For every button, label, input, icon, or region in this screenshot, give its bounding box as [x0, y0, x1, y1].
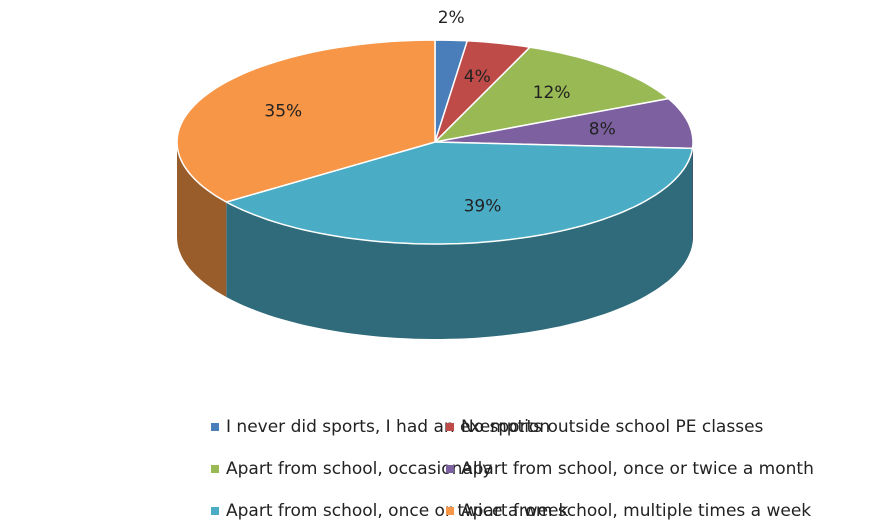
- legend-label: Apart from school, occasionally: [226, 459, 492, 479]
- data-label: 35%: [264, 101, 302, 121]
- legend-swatch: [211, 465, 219, 473]
- legend-label: Apart from school, once or twice a week: [226, 501, 568, 521]
- data-label: 4%: [464, 67, 491, 87]
- legend-label: Apart from school, once or twice a month: [461, 459, 814, 479]
- legend-swatch: [211, 507, 219, 515]
- legend-swatch: [446, 465, 454, 473]
- pie-slice: [434, 46, 670, 143]
- pie-slice: [434, 97, 694, 150]
- legend-swatch: [211, 423, 219, 431]
- pie-side: [177, 142, 227, 297]
- data-label: 12%: [533, 83, 571, 103]
- data-label: 2%: [438, 8, 465, 28]
- data-label: 39%: [464, 197, 502, 217]
- pie-side: [692, 142, 693, 244]
- legend-label: Apart from school, multiple times a week: [461, 501, 811, 521]
- pie-slice: [176, 39, 436, 203]
- legend-swatch: [446, 423, 454, 431]
- legend-swatch: [446, 507, 454, 515]
- legend-label: I never did sports, I had an exemption: [226, 417, 550, 437]
- legend-label: No sports outside school PE classes: [461, 417, 764, 437]
- pie-slice: [434, 40, 531, 143]
- data-label: 8%: [589, 119, 616, 139]
- pie-slice: [225, 141, 694, 245]
